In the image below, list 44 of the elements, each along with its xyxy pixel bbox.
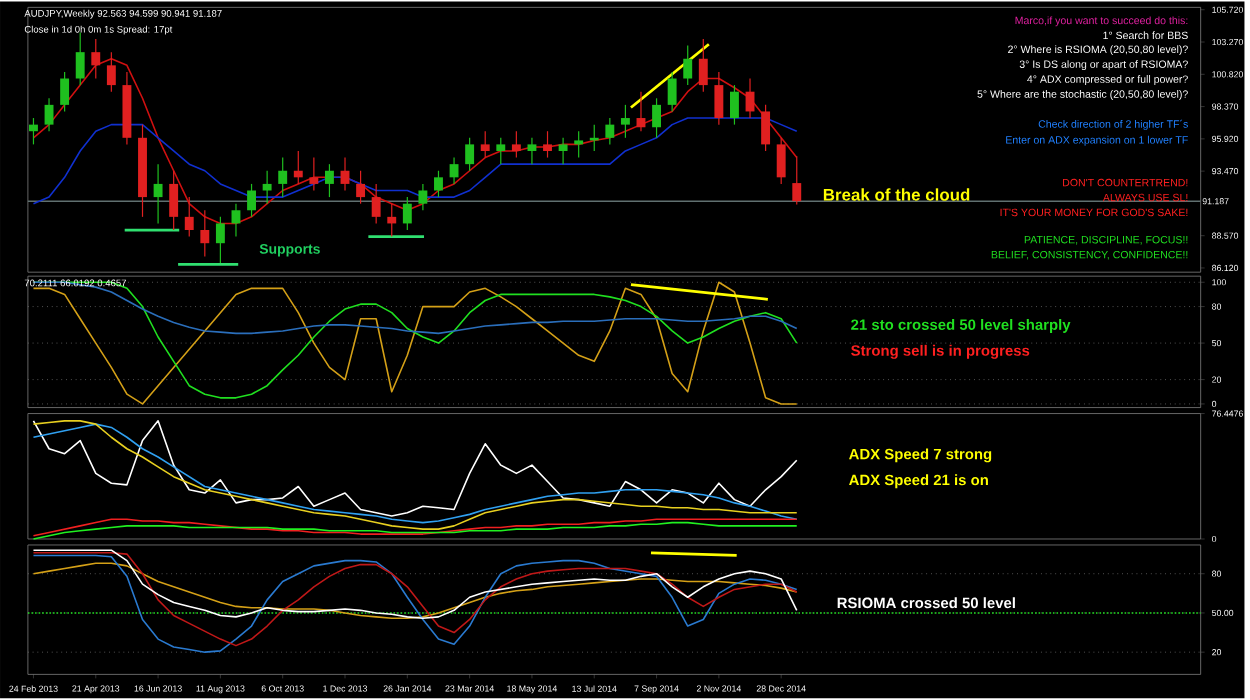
candlestick [792,155,802,206]
annotation: Break of the cloud [823,188,970,201]
candlestick [652,97,662,139]
candlestick [106,51,116,93]
candlestick [60,71,70,113]
candlestick [574,130,584,159]
candlestick [324,163,334,198]
candlestick [371,183,381,225]
candlestick [465,137,475,172]
candlestick [620,104,630,139]
candlestick [761,104,771,152]
candlestick [543,130,552,159]
candlestick [29,117,38,145]
candlestick [480,130,490,159]
candlestick [91,38,101,80]
candlestick [387,203,397,238]
candlestick [153,163,163,225]
candlestick [511,130,521,159]
candlestick [605,117,615,145]
candlestick [730,84,739,126]
candlestick [293,150,303,185]
candlestick [169,170,179,231]
candlestick [449,156,459,185]
candlestick [184,196,194,238]
candlestick [698,38,708,93]
candlestick [247,183,256,218]
candlestick [667,71,677,113]
candlestick [44,97,54,132]
candlestick [309,156,319,192]
candlestick [356,170,366,205]
candlestick [215,216,225,264]
candlestick [496,137,506,165]
candlestick [75,31,85,86]
candlestick [776,137,786,185]
candlestick [262,170,272,205]
candlestick [683,44,693,86]
candlestick [527,137,537,165]
candlestick [558,137,568,165]
candlestick [402,196,412,231]
candlestick [418,183,428,211]
candlestick [200,209,210,257]
candlestick [434,170,443,198]
candlestick [714,71,724,126]
candlestick [278,156,288,198]
